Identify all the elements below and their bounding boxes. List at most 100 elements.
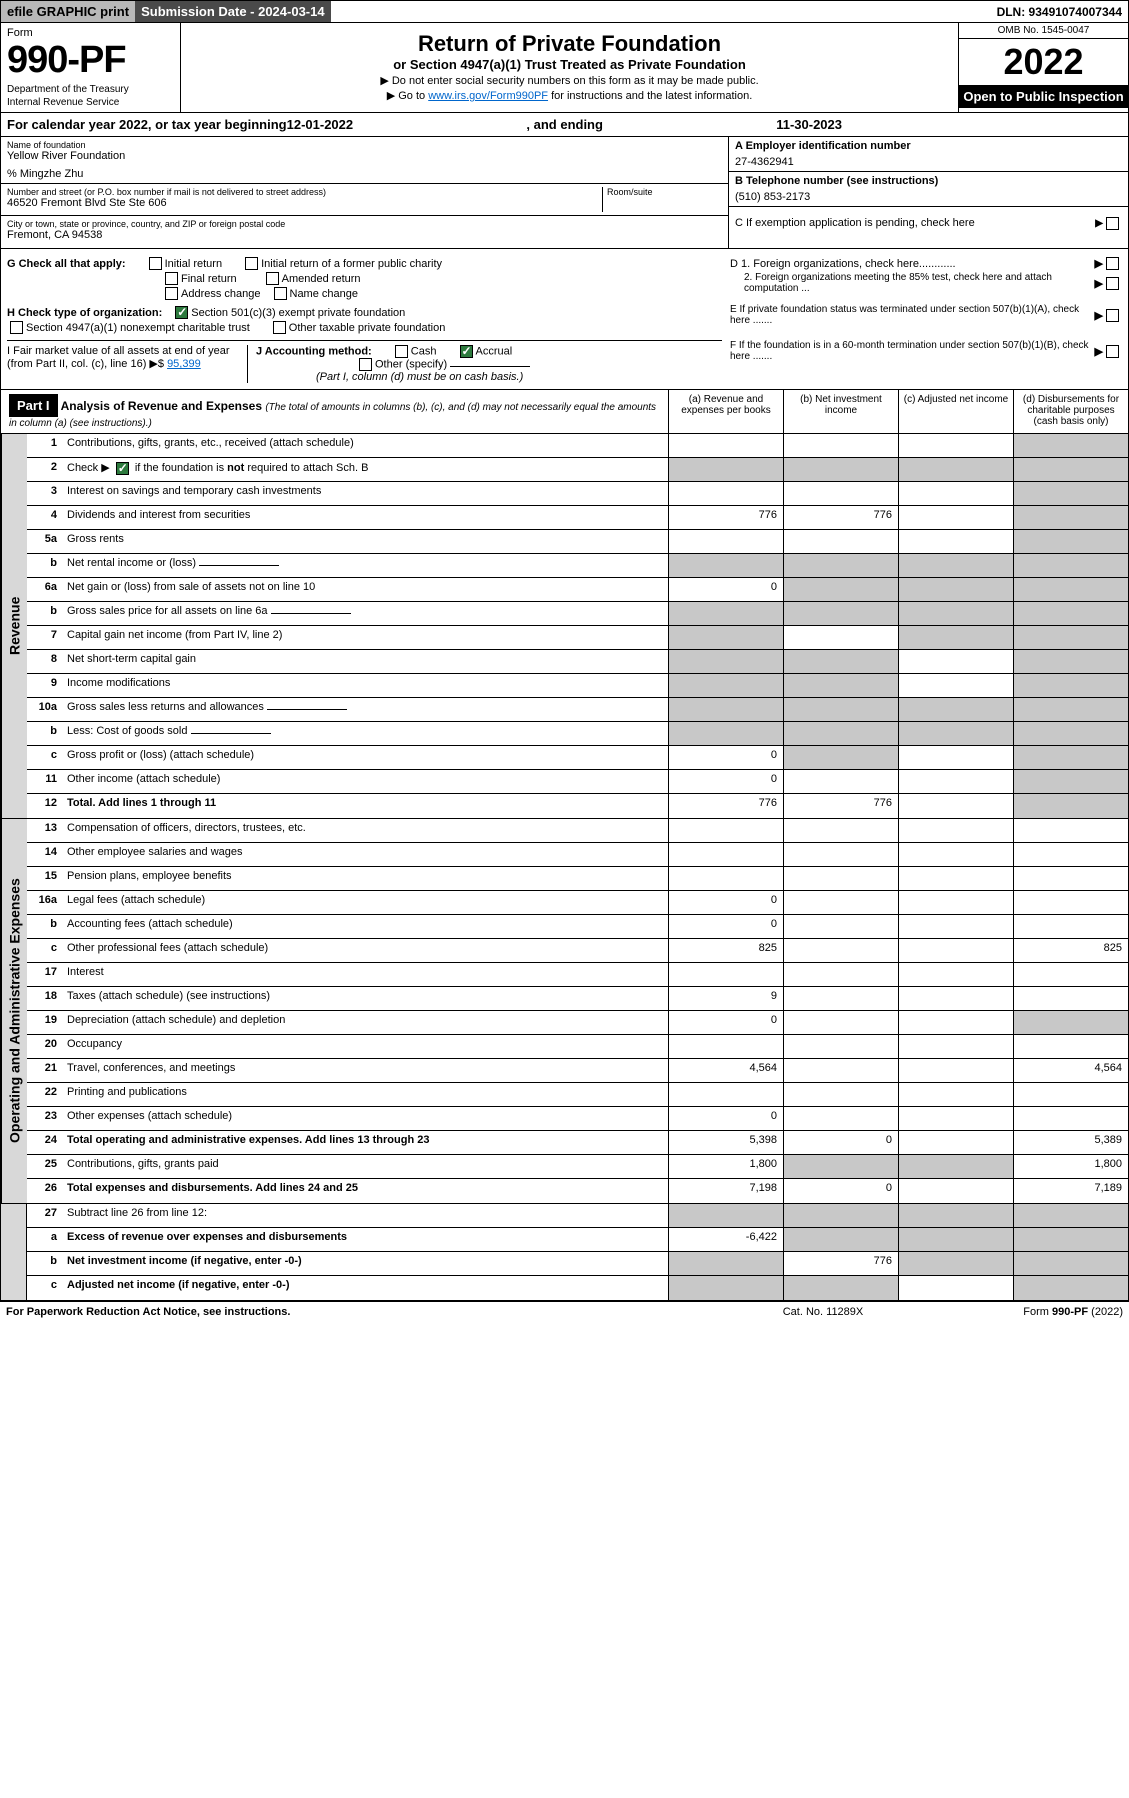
- val-d: [1013, 674, 1128, 697]
- val-b: [783, 1107, 898, 1130]
- line-desc: Other professional fees (attach schedule…: [63, 939, 668, 962]
- line-desc: Adjusted net income (if negative, enter …: [63, 1276, 668, 1300]
- val-c: [898, 698, 1013, 721]
- val-d: [1013, 1204, 1128, 1227]
- line-num: 23: [27, 1107, 63, 1130]
- address-checkbox[interactable]: [165, 287, 178, 300]
- val-a: [668, 482, 783, 505]
- accrual-checkbox[interactable]: [460, 345, 473, 358]
- val-a: -6,422: [668, 1228, 783, 1251]
- bottom-table: 27Subtract line 26 from line 12:aExcess …: [0, 1204, 1129, 1301]
- val-c: [898, 915, 1013, 938]
- line-num: a: [27, 1228, 63, 1251]
- f-checkbox[interactable]: [1106, 345, 1119, 358]
- efile-graphic[interactable]: efile GRAPHIC print: [1, 1, 135, 22]
- line-num: 26: [27, 1179, 63, 1203]
- form-number: 990-PF: [7, 39, 174, 82]
- d2-checkbox[interactable]: [1106, 277, 1119, 290]
- val-b: [783, 770, 898, 793]
- val-b: [783, 698, 898, 721]
- c-label: C If exemption application is pending, c…: [735, 217, 1095, 229]
- name-row: Name of foundation Yellow River Foundati…: [1, 137, 728, 184]
- sub-input[interactable]: [199, 565, 279, 566]
- instr-post: for instructions and the latest informat…: [548, 90, 752, 102]
- line-num: c: [27, 1276, 63, 1300]
- sub-input[interactable]: [267, 709, 347, 710]
- final-checkbox[interactable]: [165, 272, 178, 285]
- line-desc: Dividends and interest from securities: [63, 506, 668, 529]
- 4947-checkbox[interactable]: [10, 321, 23, 334]
- line-desc: Printing and publications: [63, 1083, 668, 1106]
- val-c: [898, 963, 1013, 986]
- val-b: [783, 458, 898, 481]
- initial-former-label: Initial return of a former public charit…: [261, 258, 442, 270]
- amended-checkbox[interactable]: [266, 272, 279, 285]
- line-desc: Gross sales price for all assets on line…: [63, 602, 668, 625]
- val-d: [1013, 602, 1128, 625]
- line-desc: Total expenses and disbursements. Add li…: [63, 1179, 668, 1203]
- val-b: [783, 530, 898, 553]
- val-c: [898, 1204, 1013, 1227]
- line-c: cOther professional fees (attach schedul…: [27, 939, 1128, 963]
- line-desc: Excess of revenue over expenses and disb…: [63, 1228, 668, 1251]
- val-b: [783, 819, 898, 842]
- val-d: [1013, 698, 1128, 721]
- val-b: [783, 867, 898, 890]
- other-taxable-checkbox[interactable]: [273, 321, 286, 334]
- val-c: [898, 1276, 1013, 1300]
- val-a: [668, 1204, 783, 1227]
- val-d: [1013, 722, 1128, 745]
- val-a: [668, 843, 783, 866]
- phone-row: B Telephone number (see instructions) (5…: [729, 172, 1128, 207]
- val-c: [898, 578, 1013, 601]
- sub-input[interactable]: [191, 733, 271, 734]
- name-change-checkbox[interactable]: [274, 287, 287, 300]
- val-c: [898, 891, 1013, 914]
- val-b: [783, 1276, 898, 1300]
- val-a: 776: [668, 794, 783, 818]
- line-8: 8Net short-term capital gain: [27, 650, 1128, 674]
- initial-former-checkbox[interactable]: [245, 257, 258, 270]
- val-b: [783, 915, 898, 938]
- val-c: [898, 458, 1013, 481]
- sub-input[interactable]: [271, 613, 351, 614]
- info-left: Name of foundation Yellow River Foundati…: [1, 137, 728, 248]
- val-c: [898, 770, 1013, 793]
- val-a: 4,564: [668, 1059, 783, 1082]
- val-b: [783, 602, 898, 625]
- val-b: [783, 963, 898, 986]
- val-d: [1013, 794, 1128, 818]
- line-desc: Total. Add lines 1 through 11: [63, 794, 668, 818]
- name-change-label: Name change: [290, 288, 359, 300]
- line-15: 15Pension plans, employee benefits: [27, 867, 1128, 891]
- initial-checkbox[interactable]: [149, 257, 162, 270]
- val-d: [1013, 1011, 1128, 1034]
- d1-checkbox[interactable]: [1106, 257, 1119, 270]
- val-b: [783, 722, 898, 745]
- line-desc: Subtract line 26 from line 12:: [63, 1204, 668, 1227]
- val-c: [898, 939, 1013, 962]
- schb-checkbox[interactable]: [116, 462, 129, 475]
- val-d: 7,189: [1013, 1179, 1128, 1203]
- other-specify-input[interactable]: [450, 366, 530, 367]
- 501c3-checkbox[interactable]: [175, 306, 188, 319]
- h-row: H Check type of organization: Section 50…: [7, 306, 722, 319]
- part1-header-row: Part I Analysis of Revenue and Expenses …: [0, 390, 1129, 434]
- cash-checkbox[interactable]: [395, 345, 408, 358]
- val-d: [1013, 482, 1128, 505]
- other-method-checkbox[interactable]: [359, 358, 372, 371]
- line-num: 10a: [27, 698, 63, 721]
- c-checkbox[interactable]: [1106, 217, 1119, 230]
- addr-label: Number and street (or P.O. box number if…: [7, 187, 602, 197]
- line-num: 17: [27, 963, 63, 986]
- form990pf-link[interactable]: www.irs.gov/Form990PF: [428, 90, 548, 102]
- line-desc: Gross rents: [63, 530, 668, 553]
- val-d: [1013, 626, 1128, 649]
- val-a: 0: [668, 915, 783, 938]
- line-num: 13: [27, 819, 63, 842]
- cal-end: 11-30-2023: [776, 117, 842, 132]
- final-label: Final return: [181, 273, 237, 285]
- e-checkbox[interactable]: [1106, 309, 1119, 322]
- val-d: [1013, 987, 1128, 1010]
- line-14: 14Other employee salaries and wages: [27, 843, 1128, 867]
